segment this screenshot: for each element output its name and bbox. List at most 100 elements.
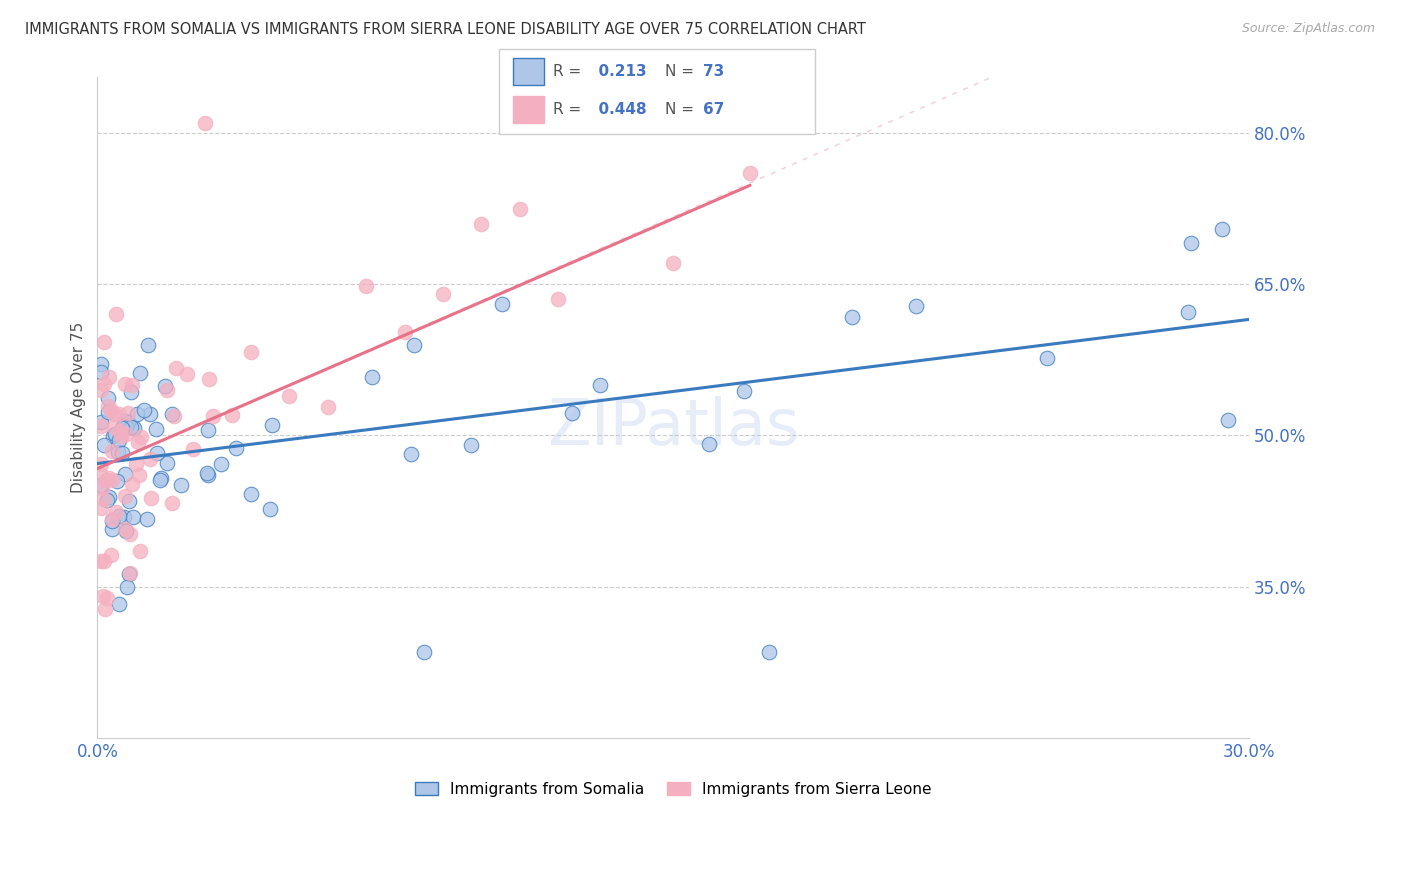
Point <box>460 438 482 452</box>
Point <box>156 383 179 397</box>
Point <box>111 445 134 459</box>
Point <box>470 217 492 231</box>
Point <box>589 377 612 392</box>
Point <box>103 407 125 421</box>
Point <box>90 419 112 434</box>
Point <box>262 417 284 432</box>
Point <box>240 486 263 500</box>
Point <box>160 496 183 510</box>
Text: Source: ZipAtlas.com: Source: ZipAtlas.com <box>1241 22 1375 36</box>
Point <box>90 478 112 492</box>
Point <box>145 422 167 436</box>
Point <box>90 415 112 429</box>
Point <box>101 444 124 458</box>
Point <box>104 427 127 442</box>
Point <box>209 457 232 471</box>
Point <box>93 334 115 349</box>
Text: R =: R = <box>553 103 586 117</box>
Point <box>96 591 118 606</box>
Point <box>117 416 139 430</box>
Point <box>195 467 218 481</box>
Point <box>758 645 780 659</box>
Point <box>697 437 720 451</box>
Point <box>136 338 159 352</box>
Point <box>90 500 112 515</box>
Text: N =: N = <box>665 64 699 78</box>
Point <box>90 383 112 397</box>
Point <box>114 414 136 428</box>
Point <box>122 510 145 524</box>
Point <box>107 444 129 458</box>
Point <box>150 471 173 485</box>
Point <box>100 548 122 562</box>
Point <box>100 511 122 525</box>
Point <box>149 473 172 487</box>
Point <box>101 473 124 487</box>
Point <box>733 384 755 398</box>
Point <box>354 279 377 293</box>
Point <box>112 510 135 524</box>
Point <box>96 492 118 507</box>
Point <box>114 427 136 442</box>
Point <box>97 405 120 419</box>
Point <box>1035 351 1057 366</box>
Point <box>90 468 112 483</box>
Legend: Immigrants from Somalia, Immigrants from Sierra Leone: Immigrants from Somalia, Immigrants from… <box>409 775 938 803</box>
Point <box>120 527 142 541</box>
Point <box>118 566 141 580</box>
Point <box>225 441 247 455</box>
Point <box>114 467 136 481</box>
Text: 0.448: 0.448 <box>588 103 647 117</box>
Point <box>145 446 167 460</box>
Point <box>94 602 117 616</box>
Point <box>163 409 186 423</box>
Point <box>1180 236 1202 251</box>
Point <box>547 292 569 306</box>
Point <box>105 505 128 519</box>
Point <box>221 408 243 422</box>
Point <box>97 392 120 406</box>
Point <box>197 467 219 482</box>
Point <box>176 368 198 382</box>
Point <box>401 447 423 461</box>
Point <box>111 420 134 434</box>
Point <box>98 490 121 504</box>
Point <box>278 389 301 403</box>
Point <box>181 442 204 456</box>
Point <box>108 597 131 611</box>
Point <box>98 369 121 384</box>
Point <box>101 429 124 443</box>
Point <box>121 477 143 491</box>
Point <box>114 522 136 536</box>
Point <box>412 645 434 659</box>
Point <box>90 365 112 379</box>
Point <box>139 407 162 421</box>
Point <box>139 452 162 467</box>
Point <box>135 512 157 526</box>
Point <box>121 384 143 399</box>
Point <box>662 256 685 270</box>
Point <box>404 338 426 352</box>
Point <box>131 429 153 443</box>
Point <box>91 481 114 495</box>
Point <box>110 429 132 443</box>
Point <box>1177 305 1199 319</box>
Point <box>132 403 155 417</box>
Point <box>120 420 142 434</box>
Text: 67: 67 <box>703 103 724 117</box>
Point <box>129 544 152 558</box>
Point <box>93 491 115 506</box>
Point <box>1218 413 1240 427</box>
Point <box>394 325 416 339</box>
Y-axis label: Disability Age Over 75: Disability Age Over 75 <box>72 322 86 493</box>
Point <box>121 378 143 392</box>
Point <box>127 435 149 450</box>
Point <box>124 457 146 471</box>
Point <box>201 409 224 424</box>
Point <box>108 509 131 524</box>
Text: N =: N = <box>665 103 699 117</box>
Point <box>100 403 122 417</box>
Point <box>904 299 927 313</box>
Point <box>104 307 127 321</box>
Point <box>141 491 163 505</box>
